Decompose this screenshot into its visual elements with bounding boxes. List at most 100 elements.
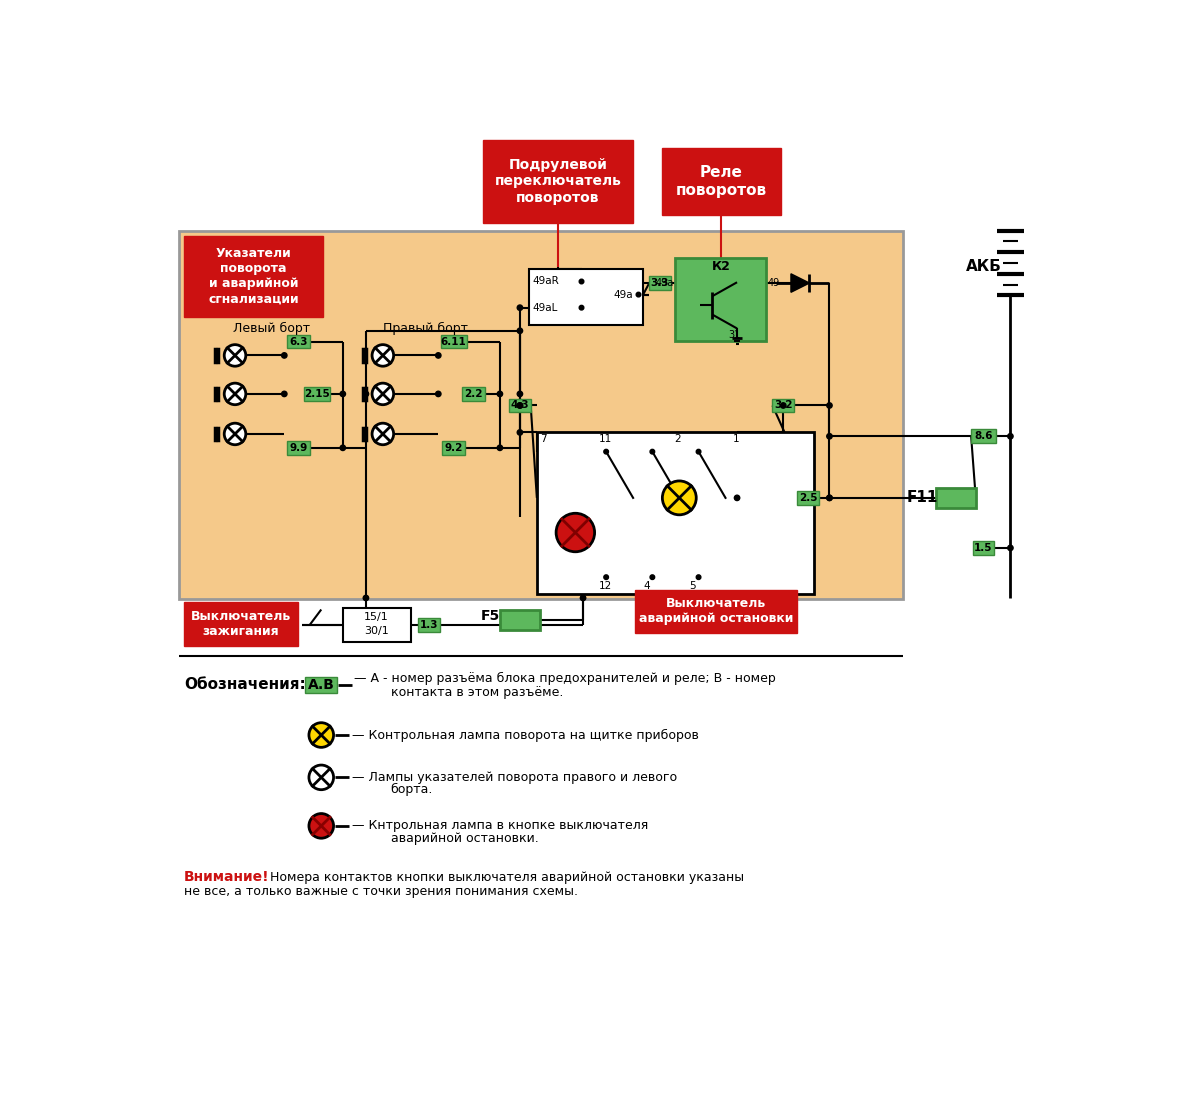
Circle shape xyxy=(224,423,245,445)
Text: контакта в этом разъёме.: контакта в этом разъёме. xyxy=(391,686,563,699)
Bar xyxy=(185,602,298,646)
Text: Левый борт: Левый борт xyxy=(232,321,310,335)
Circle shape xyxy=(517,305,523,310)
Circle shape xyxy=(780,403,786,408)
Bar xyxy=(287,440,310,455)
Circle shape xyxy=(497,445,503,450)
Circle shape xyxy=(224,345,245,367)
Circle shape xyxy=(517,429,523,435)
Circle shape xyxy=(697,449,700,454)
Bar xyxy=(287,335,310,349)
Circle shape xyxy=(662,481,697,515)
Circle shape xyxy=(308,722,333,748)
Bar xyxy=(484,140,634,224)
Text: 2.15: 2.15 xyxy=(304,389,330,399)
Text: 7: 7 xyxy=(540,434,547,444)
Circle shape xyxy=(436,352,441,358)
Circle shape xyxy=(650,449,655,454)
Text: 30/1: 30/1 xyxy=(364,626,389,636)
Circle shape xyxy=(579,280,584,284)
Text: 12: 12 xyxy=(598,581,612,591)
Text: борта.: борта. xyxy=(391,783,432,796)
Text: 1.3: 1.3 xyxy=(419,620,438,630)
Text: 6.3: 6.3 xyxy=(289,337,307,347)
Circle shape xyxy=(372,423,394,445)
Circle shape xyxy=(341,391,345,396)
Text: 5: 5 xyxy=(690,581,696,591)
Circle shape xyxy=(580,596,586,601)
Text: 2.2: 2.2 xyxy=(464,389,484,399)
Polygon shape xyxy=(791,274,810,292)
Text: 1: 1 xyxy=(734,434,740,444)
Circle shape xyxy=(308,765,333,789)
Circle shape xyxy=(372,345,394,367)
Text: F11: F11 xyxy=(906,490,937,505)
Circle shape xyxy=(517,391,523,396)
Circle shape xyxy=(827,403,833,408)
Text: 1.5: 1.5 xyxy=(974,543,993,553)
Bar xyxy=(773,399,794,413)
Text: 15/1: 15/1 xyxy=(364,612,389,622)
Text: 49a: 49a xyxy=(656,279,674,288)
Text: не все, а только важные с точки зрения понимания схемы.: не все, а только важные с точки зрения п… xyxy=(185,885,578,897)
Circle shape xyxy=(436,391,441,396)
Bar xyxy=(185,236,323,317)
Text: Выключатель
аварийной остановки: Выключатель аварийной остановки xyxy=(640,598,793,625)
Bar xyxy=(973,541,994,555)
Circle shape xyxy=(372,383,394,405)
Circle shape xyxy=(636,292,641,297)
Circle shape xyxy=(281,352,287,358)
Text: 49a: 49a xyxy=(613,290,634,299)
Circle shape xyxy=(363,391,368,396)
Text: Обозначения:: Обозначения: xyxy=(185,677,306,693)
Circle shape xyxy=(827,495,833,501)
Text: 4.3: 4.3 xyxy=(511,401,529,411)
Text: 31: 31 xyxy=(728,329,740,339)
Circle shape xyxy=(517,403,523,408)
Text: АКБ: АКБ xyxy=(966,260,1002,274)
Circle shape xyxy=(650,575,655,579)
Bar xyxy=(797,491,818,504)
Bar xyxy=(509,399,531,413)
Text: 49aL: 49aL xyxy=(532,303,557,313)
Circle shape xyxy=(1008,434,1014,439)
Circle shape xyxy=(341,445,345,450)
Bar xyxy=(537,433,815,595)
Text: Указатели
поворота
и аварийной
сгнализации: Указатели поворота и аварийной сгнализац… xyxy=(208,248,299,305)
Circle shape xyxy=(517,403,523,408)
Text: 49: 49 xyxy=(768,279,780,288)
Text: — Контрольная лампа поворота на щитке приборов: — Контрольная лампа поворота на щитке пр… xyxy=(353,729,699,742)
Text: аварийной остановки.: аварийной остановки. xyxy=(391,831,538,844)
Bar xyxy=(500,610,540,630)
Bar xyxy=(529,269,643,325)
Circle shape xyxy=(604,449,609,454)
Circle shape xyxy=(697,575,700,579)
Bar xyxy=(418,618,439,632)
Text: Выключатель
зажигания: Выключатель зажигания xyxy=(191,610,292,639)
Circle shape xyxy=(604,575,609,579)
Circle shape xyxy=(735,495,740,501)
Circle shape xyxy=(224,383,245,405)
Circle shape xyxy=(1008,545,1014,550)
Bar xyxy=(936,488,975,508)
Text: 4: 4 xyxy=(643,581,650,591)
Bar xyxy=(441,335,467,349)
Text: Правый борт: Правый борт xyxy=(382,321,468,335)
Text: 2.5: 2.5 xyxy=(799,493,817,503)
Text: 3.3: 3.3 xyxy=(650,279,669,288)
Text: 3.2: 3.2 xyxy=(774,401,792,411)
Bar xyxy=(971,429,996,444)
Bar xyxy=(661,148,781,216)
Bar xyxy=(675,258,766,341)
Text: Подрулевой
переключатель
поворотов: Подрулевой переключатель поворотов xyxy=(494,159,622,205)
Text: F5: F5 xyxy=(481,609,500,623)
Text: — А - номер разъёма блока предохранителей и реле; В - номер: — А - номер разъёма блока предохранителе… xyxy=(355,673,777,685)
Bar xyxy=(442,440,466,455)
Text: 6.11: 6.11 xyxy=(441,337,467,347)
Bar xyxy=(649,276,671,290)
Bar xyxy=(179,231,903,599)
Circle shape xyxy=(363,596,368,601)
Circle shape xyxy=(827,495,833,501)
Bar xyxy=(636,590,797,633)
Circle shape xyxy=(517,328,523,334)
